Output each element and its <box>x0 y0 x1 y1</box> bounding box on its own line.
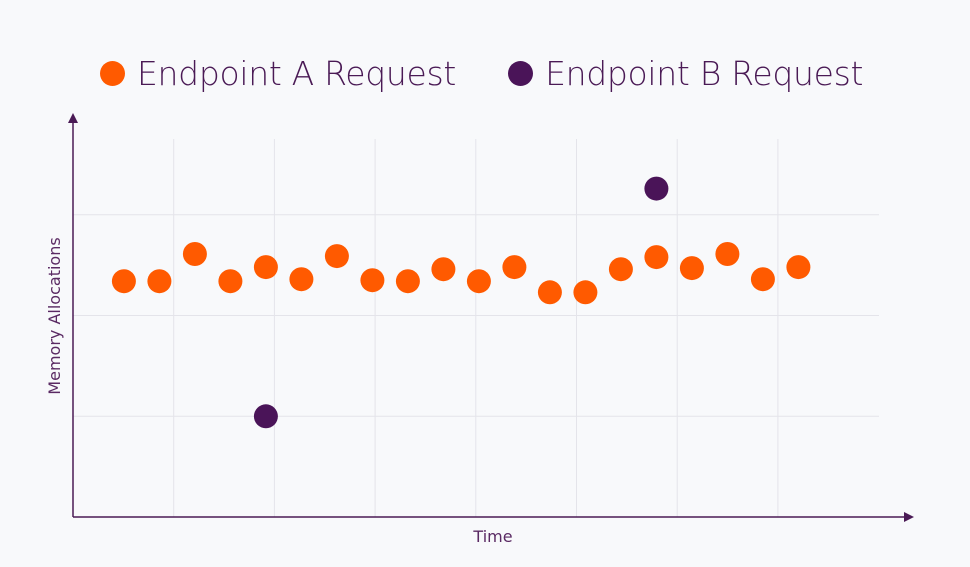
endpoint-a-point-16 <box>644 245 669 270</box>
endpoint-a-point-17 <box>679 256 704 281</box>
grid <box>73 139 879 517</box>
endpoint-a-point-13 <box>537 280 562 305</box>
endpoint-a-point-6 <box>289 267 314 292</box>
endpoint-a-point-7 <box>324 244 349 269</box>
endpoint-a-point-20 <box>786 255 811 280</box>
axes <box>68 113 914 522</box>
legend-label-endpoint-b: Endpoint B Request <box>545 53 864 93</box>
endpoint-a-point-10 <box>431 257 456 282</box>
endpoint-a-point-14 <box>573 280 598 305</box>
endpoint-a-point-18 <box>715 242 740 266</box>
legend-item-endpoint-b: Endpoint B Request <box>508 54 863 93</box>
legend-swatch-endpoint-a <box>100 60 125 86</box>
endpoint-b-point-2 <box>644 176 669 201</box>
x-axis-label: Time <box>472 527 512 546</box>
endpoint-a-point-11 <box>466 269 491 294</box>
endpoint-a-point-5 <box>253 255 278 280</box>
y-axis-arrow <box>68 113 78 123</box>
legend-item-endpoint-a: Endpoint A Request <box>100 54 456 93</box>
y-axis-label: Memory Allocations <box>45 237 64 394</box>
x-axis-arrow <box>904 512 914 522</box>
endpoint-a-point-1 <box>111 269 136 294</box>
data-points <box>111 176 811 429</box>
legend-swatch-endpoint-b <box>508 60 534 86</box>
endpoint-b-point-1 <box>253 404 278 429</box>
endpoint-a-point-2 <box>147 269 172 294</box>
endpoint-a-point-12 <box>502 255 527 280</box>
endpoint-a-point-9 <box>395 269 420 294</box>
endpoint-a-point-4 <box>218 269 243 294</box>
endpoint-a-point-15 <box>608 257 633 282</box>
legend: Endpoint A Request Endpoint B Request <box>100 48 863 98</box>
endpoint-a-point-19 <box>750 267 775 292</box>
endpoint-a-point-8 <box>360 268 385 293</box>
legend-label-endpoint-a: Endpoint A Request <box>137 53 457 93</box>
endpoint-a-point-3 <box>182 242 207 266</box>
